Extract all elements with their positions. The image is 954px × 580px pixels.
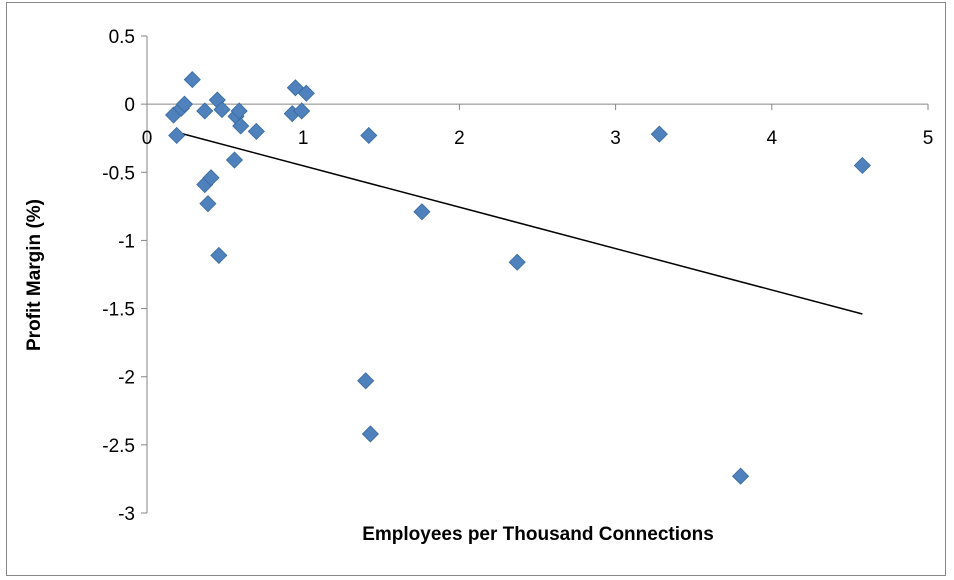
data-point: [168, 126, 186, 145]
data-point: [361, 425, 379, 443]
y-axis-title: Profit Margin (%): [24, 199, 45, 351]
y-tick-label: -3: [118, 504, 135, 525]
data-point: [232, 117, 250, 135]
x-axis-title: Employees per Thousand Connections: [362, 524, 714, 545]
x-tick-label: 1: [298, 128, 309, 149]
data-point: [247, 122, 265, 140]
data-point: [360, 126, 378, 145]
x-tick-label: 3: [610, 128, 621, 149]
trendline-group: [173, 130, 863, 315]
y-tick-label: -1: [118, 231, 135, 252]
y-tick-label: -1.5: [102, 300, 135, 321]
x-tick-label: 0: [142, 128, 153, 149]
y-tick-label: -0.5: [102, 163, 135, 184]
data-point: [650, 125, 668, 143]
data-points: [164, 71, 871, 485]
data-point: [293, 102, 311, 120]
y-tick-label: 0: [124, 95, 135, 116]
data-point: [413, 203, 431, 221]
data-point: [175, 95, 194, 113]
y-tick-label: -2.5: [102, 436, 135, 457]
y-tick-label: 0.5: [109, 27, 135, 48]
data-point: [357, 372, 375, 390]
data-point: [199, 195, 217, 213]
x-tick-label: 4: [767, 128, 778, 149]
data-point: [196, 102, 214, 120]
x-tick-label: 5: [923, 128, 934, 149]
data-point: [508, 253, 526, 271]
data-point: [286, 79, 304, 97]
data-point: [202, 169, 220, 187]
data-point: [225, 151, 244, 169]
tick-labels: 0.5 0 -0.5 -1 -1.5 -2 -2.5 -3 0 1 2 3 4 5: [102, 27, 933, 525]
data-point: [183, 71, 201, 89]
trendline: [173, 130, 863, 315]
axes: [141, 35, 929, 514]
data-point: [210, 246, 228, 264]
data-point: [853, 156, 871, 175]
data-point: [213, 101, 231, 119]
chart-frame: [6, 2, 946, 576]
data-point: [297, 84, 315, 102]
data-point: [731, 467, 750, 485]
x-tick-label: 2: [454, 128, 465, 149]
y-tick-label: -2: [118, 368, 135, 389]
